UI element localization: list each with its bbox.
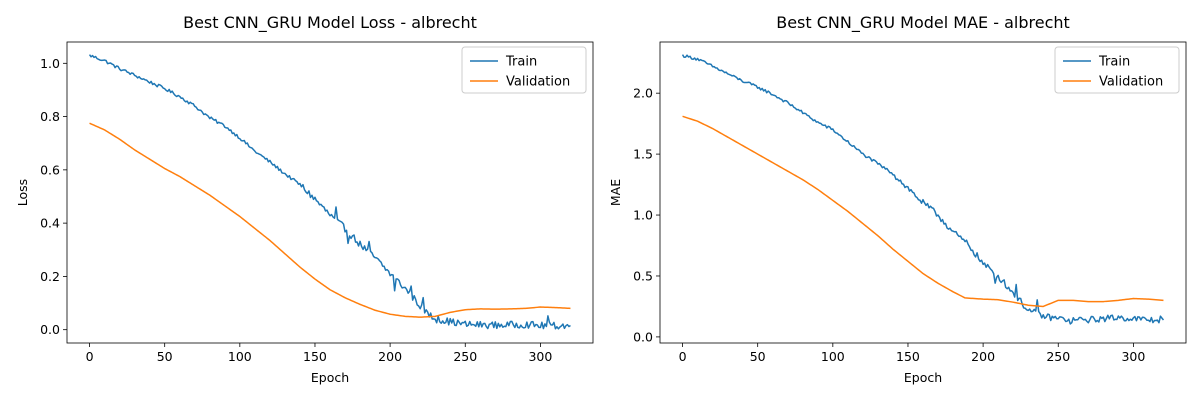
mae-plot-frame — [659, 41, 1187, 344]
loss-x-tick-label: 100 — [228, 349, 252, 364]
mae-chart-panel: 0 50 100 150 200 250 300 0.0 0.5 1.0 1.5 2.0 Best CN… — [608, 13, 1187, 385]
loss-x-tick-label: 150 — [303, 349, 327, 364]
loss-series-validation-line — [89, 122, 571, 318]
loss-legend: Train Validation — [461, 46, 587, 94]
loss-x-tick-label: 300 — [528, 349, 552, 364]
mae-series-train-line — [681, 54, 1165, 325]
loss-x-tick-label: 200 — [378, 349, 402, 364]
loss-plot-frame — [66, 41, 594, 344]
mae-chart-title: Best CNN_GRU Model MAE - albrecht — [776, 13, 1070, 33]
mae-legend-label-validation: Validation — [1099, 75, 1163, 90]
loss-y-tick-label: 0.4 — [40, 216, 60, 231]
loss-x-axis-label: Epoch — [311, 370, 349, 385]
loss-chart-panel: 0 50 100 150 200 250 300 0.0 0.2 0.4 0.6 0.8 1.0 Best… — [15, 13, 594, 385]
mae-y-tick-label: 1.5 — [633, 147, 653, 162]
loss-y-tick-label: 0.2 — [40, 269, 60, 284]
loss-y-tick-label: 1.0 — [40, 56, 60, 71]
mae-legend-label-train: Train — [1098, 55, 1130, 70]
mae-y-tick-label: 0.0 — [633, 329, 653, 344]
loss-y-tick-label: 0.6 — [40, 162, 60, 177]
loss-series-train-line — [88, 54, 571, 330]
loss-y-tick-label: 0.8 — [40, 109, 60, 124]
mae-series-validation-line — [682, 115, 1164, 308]
mae-x-tick-label: 300 — [1121, 349, 1145, 364]
mae-x-tick-label: 0 — [679, 349, 687, 364]
mae-x-tick-label: 100 — [821, 349, 845, 364]
mae-x-tick-label: 250 — [1046, 349, 1070, 364]
loss-y-axis-label: Loss — [15, 179, 30, 206]
mae-y-tick-label: 1.0 — [633, 208, 653, 223]
mae-y-tick-label: 2.0 — [633, 86, 653, 101]
mae-y-tick-label: 0.5 — [633, 268, 653, 283]
mae-x-tick-label: 50 — [750, 349, 766, 364]
mae-legend: Train Validation — [1054, 46, 1180, 94]
mae-y-axis-label: MAE — [608, 179, 623, 206]
mae-x-tick-label: 200 — [971, 349, 995, 364]
mae-x-axis-label: Epoch — [904, 370, 942, 385]
loss-legend-label-train: Train — [505, 55, 537, 70]
mae-x-tick-label: 150 — [896, 349, 920, 364]
loss-legend-label-validation: Validation — [506, 75, 570, 90]
loss-x-tick-label: 0 — [86, 349, 94, 364]
loss-y-tick-label: 0.0 — [40, 322, 60, 337]
loss-x-tick-label: 50 — [157, 349, 173, 364]
loss-chart-title: Best CNN_GRU Model Loss - albrecht — [183, 13, 477, 33]
loss-x-tick-label: 250 — [453, 349, 477, 364]
